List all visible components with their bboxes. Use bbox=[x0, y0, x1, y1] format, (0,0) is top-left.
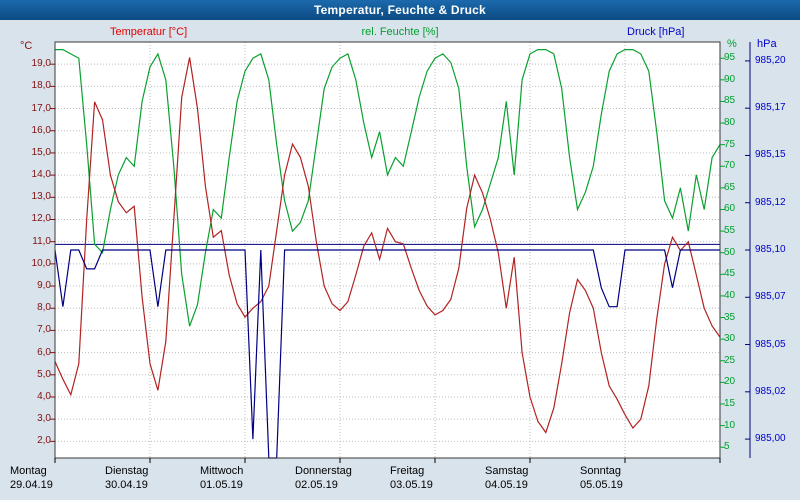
day-label: Sonntag 05.05.19 bbox=[580, 465, 623, 491]
pressure-tick-label: 985,07 bbox=[755, 291, 786, 303]
temperature-tick-label: 11,0 bbox=[32, 235, 51, 247]
temperature-tick-label: 5,0 bbox=[37, 368, 51, 380]
temperature-tick-label: 14,0 bbox=[31, 169, 51, 181]
pressure-tick-label: 985,02 bbox=[755, 385, 786, 397]
pressure-tick-label: 985,12 bbox=[755, 196, 786, 208]
day-label: Samstag 04.05.19 bbox=[485, 465, 529, 491]
temperature-tick-label: 15,0 bbox=[31, 146, 51, 158]
pressure-tick-label: 985,05 bbox=[755, 338, 786, 350]
humidity-tick-label: 80 bbox=[724, 117, 736, 129]
pressure-tick-label: 985,10 bbox=[755, 244, 786, 255]
humidity-tick-label: 55 bbox=[724, 225, 736, 237]
temperature-tick-label: 18,0 bbox=[31, 80, 51, 92]
humidity-tick-label: 60 bbox=[724, 203, 736, 215]
humidity-tick-label: 10 bbox=[724, 419, 736, 431]
humidity-tick-label: 75 bbox=[724, 138, 736, 150]
temperature-tick-label: 10,0 bbox=[31, 257, 51, 269]
legend-humidity: rel. Feuchte [%] bbox=[361, 26, 439, 38]
temperature-tick-label: 4,0 bbox=[37, 390, 51, 402]
pressure-line bbox=[54, 249, 720, 459]
humidity-tick-label: 40 bbox=[724, 289, 736, 301]
temperature-tick-label: 9,0 bbox=[37, 280, 51, 292]
humidity-tick-label: 20 bbox=[724, 376, 736, 388]
humidity-tick-label: 95 bbox=[724, 52, 736, 64]
legend-temperature: Temperatur [°C] bbox=[110, 26, 188, 38]
humidity-line bbox=[55, 48, 721, 327]
plot-border bbox=[54, 41, 721, 459]
humidity-tick-label: 70 bbox=[724, 160, 736, 172]
humidity-tick-label: 50 bbox=[724, 246, 736, 258]
temperature-axis-unit: °C bbox=[20, 40, 33, 52]
temperature-tick-label: 17,0 bbox=[31, 102, 51, 114]
humidity-tick-label: 45 bbox=[724, 268, 736, 280]
temperature-line bbox=[54, 57, 721, 434]
window-titlebar[interactable]: Temperatur, Feuchte & Druck bbox=[0, 0, 800, 20]
temperature-tick-label: 16,0 bbox=[31, 124, 51, 136]
humidity-tick-label: 25 bbox=[724, 354, 736, 366]
humidity-tick-label: 5 bbox=[724, 441, 730, 453]
humidity-tick-label: 85 bbox=[724, 95, 736, 107]
temperature-tick-label: 3,0 bbox=[37, 413, 51, 425]
humidity-tick-label: 35 bbox=[724, 311, 736, 323]
temperature-tick-label: 19,0 bbox=[31, 58, 51, 70]
temperature-tick-label: 2,0 bbox=[37, 435, 51, 447]
pressure-tick-label: 985,20 bbox=[755, 54, 786, 66]
day-label: Freitag 03.05.19 bbox=[390, 465, 433, 491]
humidity-tick-label: 30 bbox=[724, 333, 736, 345]
day-label: Dienstag 30.04.19 bbox=[105, 465, 149, 491]
day-label: Donnerstag 02.05.19 bbox=[295, 465, 352, 491]
pressure-axis-unit: hPa bbox=[757, 38, 777, 50]
temperature-tick-label: 7,0 bbox=[37, 324, 51, 336]
humidity-tick-label: 15 bbox=[724, 397, 736, 409]
day-label: Mittwoch 01.05.19 bbox=[200, 465, 244, 491]
pressure-tick-label: 985,17 bbox=[755, 102, 786, 114]
humidity-axis-unit: % bbox=[727, 38, 737, 50]
temperature-tick-label: 8,0 bbox=[37, 302, 51, 314]
humidity-tick-label: 65 bbox=[724, 181, 736, 193]
pressure-tick-label: 985,15 bbox=[755, 149, 786, 161]
temperature-tick-label: 12,0 bbox=[31, 213, 51, 225]
humidity-tick-label: 90 bbox=[724, 73, 736, 85]
legend-pressure: Druck [hPa] bbox=[627, 26, 685, 38]
temperature-tick-label: 6,0 bbox=[37, 346, 51, 358]
day-label: Montag 29.04.19 bbox=[10, 465, 53, 491]
temperature-tick-label: 13,0 bbox=[31, 191, 51, 203]
pressure-tick-label: 985,00 bbox=[755, 433, 786, 445]
window-title: Temperatur, Feuchte & Druck bbox=[314, 3, 486, 17]
